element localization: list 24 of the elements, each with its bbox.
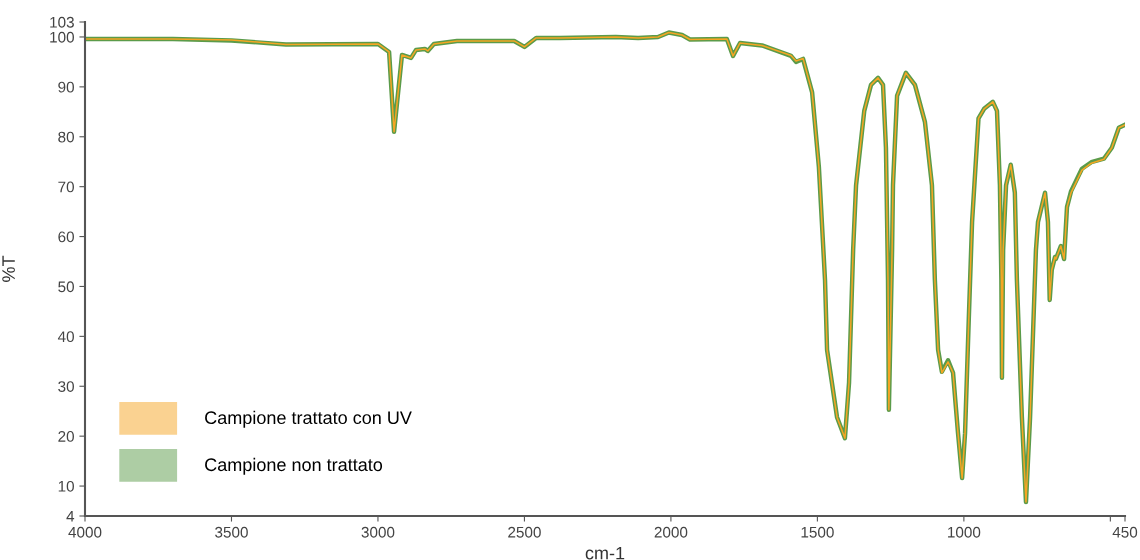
x-tick-label: 3000: [361, 526, 395, 538]
y-tick-label: 80: [58, 131, 74, 143]
legend-label: Campione trattato con UV: [205, 410, 412, 428]
x-tick-label: 4000: [68, 526, 102, 538]
x-tick-label: 1500: [801, 526, 834, 538]
x-axis-title: cm-1: [585, 546, 625, 560]
y-tick-label: 4: [66, 511, 75, 522]
y-axis-title: %T: [2, 255, 15, 282]
y-tick-label: 103: [50, 16, 74, 28]
x-tick-label: 3500: [215, 526, 248, 538]
y-tick-label: 70: [58, 181, 74, 193]
y-tick-label: 90: [58, 81, 74, 93]
y-tick-label: 100: [50, 31, 74, 43]
x-tick-label: 2000: [654, 526, 688, 538]
y-tick-label: 40: [57, 331, 74, 343]
legend-label: Campione non trattato: [205, 457, 383, 475]
x-tick-label: 1000: [948, 526, 981, 538]
y-tick-label: 50: [58, 281, 74, 293]
x-tick-label: 2500: [508, 526, 541, 538]
y-tick-label: 60: [58, 231, 74, 243]
y-tick-label: 30: [58, 381, 74, 392]
x-tick-label: 450: [1112, 526, 1138, 538]
y-tick-label: 20: [58, 431, 74, 442]
y-tick-label: 10: [58, 480, 74, 492]
